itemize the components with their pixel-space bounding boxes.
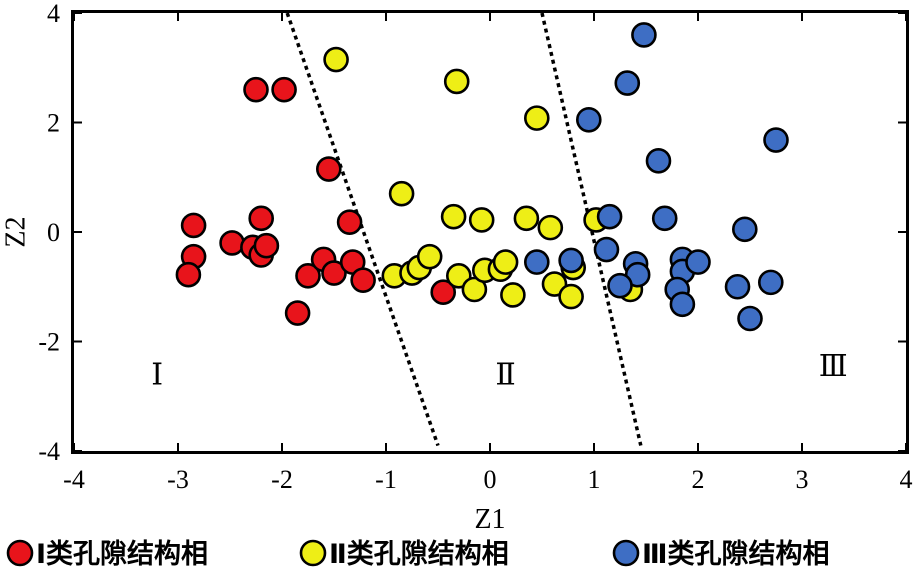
divider-line-2: [540, 12, 643, 446]
point-series-1-4: [336, 209, 363, 235]
point-series-2-1: [323, 46, 349, 73]
data-points: [175, 22, 789, 332]
point-series-3-7: [596, 203, 623, 230]
x-axis-title: Z1: [474, 504, 505, 535]
point-series-3-17: [685, 249, 711, 275]
point-series-3-1: [631, 22, 657, 48]
point-series-1-3: [315, 156, 342, 182]
point-series-1-19: [430, 279, 457, 306]
point-series-1-15: [321, 260, 347, 286]
y-tick-label-4: 4: [47, 0, 60, 28]
point-series-2-4: [388, 180, 415, 207]
point-series-3-21: [757, 269, 784, 296]
point-series-1-10: [253, 232, 280, 259]
point-series-3-8: [731, 216, 758, 243]
point-series-3-5: [645, 148, 672, 174]
x-tick-label-0: 0: [484, 465, 497, 494]
point-series-2-7: [513, 205, 540, 232]
point-series-3-2: [614, 70, 641, 96]
point-series-1-17: [350, 267, 376, 293]
legend-label-1: Ⅰ类孔隙结构相: [36, 539, 208, 570]
point-series-2-21: [558, 283, 584, 310]
legend-marker-2: [299, 539, 327, 567]
point-series-1-7: [219, 230, 245, 256]
point-series-2-19: [500, 282, 526, 308]
point-series-1-13: [295, 262, 321, 289]
point-series-3-19: [669, 291, 696, 318]
point-series-1-6: [248, 205, 275, 232]
point-series-3-6: [651, 205, 678, 232]
point-series-3-22: [737, 305, 763, 332]
point-series-2-6: [468, 207, 495, 233]
point-series-2-15: [461, 276, 488, 303]
divider-line-1: [285, 12, 440, 447]
point-series-2-18: [492, 249, 519, 275]
legend-label-3: Ⅲ类孔隙结构相: [642, 539, 830, 570]
point-series-3-14: [607, 272, 633, 299]
y-tick-label--2: -2: [38, 328, 60, 357]
point-series-3-10: [558, 247, 584, 274]
point-series-1-1: [243, 76, 269, 103]
point-series-2-20: [541, 271, 568, 297]
x-tick-label-4: 4: [900, 465, 913, 494]
point-series-1-12: [175, 261, 202, 288]
y-tick-label-0: 0: [47, 218, 60, 247]
region-label-2: Ⅱ: [495, 358, 515, 391]
point-series-2-13: [416, 243, 443, 270]
point-series-3-11: [593, 236, 620, 263]
point-series-1-18: [284, 300, 311, 326]
point-series-3-4: [763, 127, 789, 153]
point-series-3-20: [724, 273, 751, 300]
point-series-3-9: [523, 249, 550, 275]
region-label-1: Ⅰ: [151, 358, 163, 391]
point-series-1-5: [180, 212, 207, 239]
region-label-3: Ⅲ: [819, 350, 848, 383]
plot-frame: [71, 10, 909, 454]
y-tick-label-2: 2: [47, 109, 60, 138]
x-tick-label-3: 3: [796, 465, 809, 494]
point-series-3-3: [575, 106, 602, 133]
legend-label-2: Ⅱ类孔隙结构相: [329, 539, 509, 570]
x-tick-label--4: -4: [63, 465, 85, 494]
axis-ticks: -4 -3 -2 -1 0 1 2 3 4 4 2 0 -2 -4: [38, 0, 912, 494]
x-tick-label--3: -3: [167, 465, 189, 494]
x-tick-label--2: -2: [271, 465, 293, 494]
legend: Ⅰ类孔隙结构相 Ⅱ类孔隙结构相 Ⅲ类孔隙结构相: [6, 539, 830, 570]
point-series-2-2: [443, 68, 470, 95]
region-labels: Ⅰ Ⅱ Ⅲ: [151, 350, 847, 391]
y-axis-title: Z2: [0, 216, 31, 247]
legend-marker-1: [6, 539, 34, 567]
divider-lines: [285, 12, 643, 447]
y-tick-label--4: -4: [38, 437, 60, 466]
legend-marker-3: [612, 539, 640, 567]
point-series-2-8: [537, 214, 564, 241]
x-tick-label-2: 2: [692, 465, 705, 494]
point-series-1-2: [271, 76, 297, 103]
x-tick-label-1: 1: [588, 465, 601, 494]
x-tick-label--1: -1: [375, 465, 397, 494]
point-series-2-5: [440, 203, 467, 230]
point-series-2-3: [523, 105, 550, 131]
